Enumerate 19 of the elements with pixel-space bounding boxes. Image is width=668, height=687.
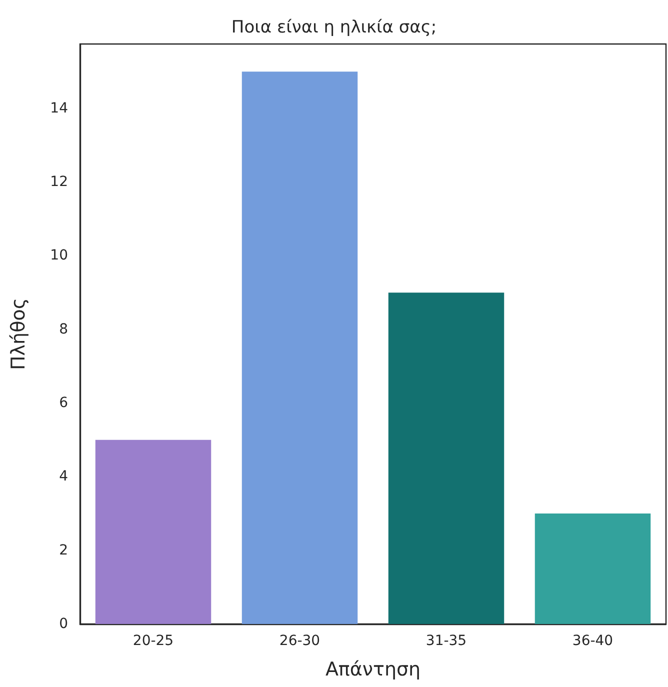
y-tick-label: 0 [59, 616, 68, 632]
y-tick-label: 10 [50, 248, 68, 264]
bar [242, 72, 358, 624]
y-tick-label: 2 [59, 542, 68, 558]
bar [95, 440, 212, 624]
x-tick-label: 36-40 [572, 633, 614, 649]
chart-title: Ποια είναι η ηλικία σας; [231, 18, 437, 38]
y-axis-title: Πλήθος [8, 298, 30, 370]
x-axis-title: Απάντηση [325, 658, 421, 680]
y-tick-label: 8 [59, 321, 68, 338]
x-tick-label: 20-25 [132, 633, 174, 649]
y-tick-label: 14 [50, 100, 68, 116]
bar [388, 292, 504, 624]
bar [534, 514, 651, 624]
y-tick-label: 12 [50, 174, 68, 190]
x-tick-label: 26-30 [279, 633, 320, 649]
x-tick-label: 31-35 [426, 633, 467, 649]
y-tick-label: 4 [59, 468, 68, 485]
y-tick-label: 6 [59, 395, 68, 412]
